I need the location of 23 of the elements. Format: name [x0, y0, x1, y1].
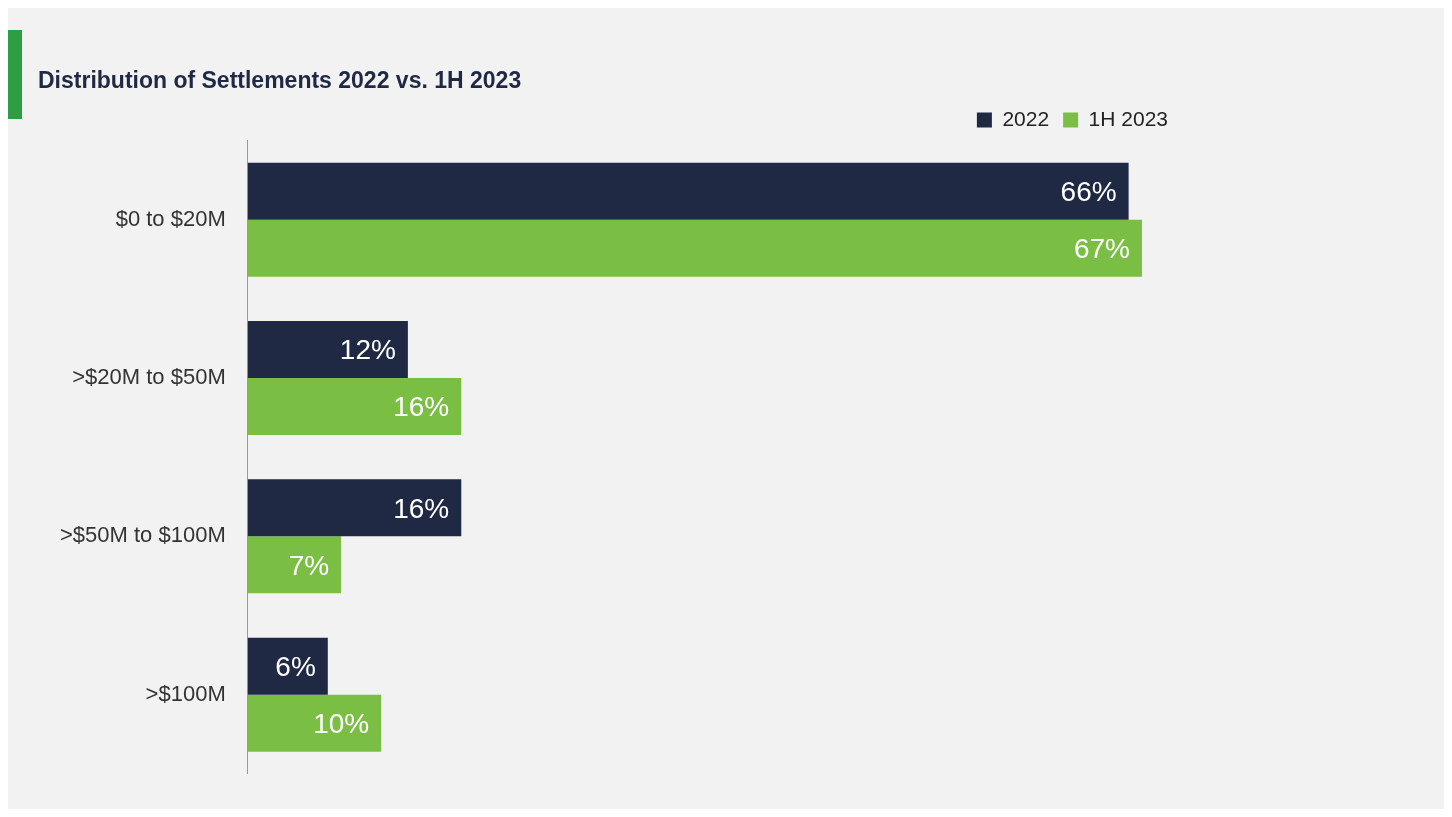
data-label: 10% [313, 707, 370, 739]
bar [247, 162, 1129, 220]
legend-label: 2022 [1002, 106, 1050, 130]
y-tick-label: >$50M to $100M [59, 522, 226, 548]
bar [247, 694, 382, 752]
bar [247, 321, 408, 379]
data-label: 16% [393, 492, 450, 524]
bar [247, 219, 1142, 277]
data-label: 16% [393, 391, 450, 423]
bar [247, 637, 328, 695]
data-label: 6% [275, 650, 316, 682]
y-tick-label: $0 to $20M [115, 205, 226, 231]
data-label: 7% [288, 549, 330, 581]
data-label: 66% [1060, 175, 1117, 207]
legend-label: 1H 2023 [1088, 106, 1169, 130]
bar [247, 536, 342, 594]
bar [247, 378, 462, 436]
chart-title: Distribution of Settlements 2022 vs. 1H 2023 [38, 67, 522, 94]
data-label: 12% [339, 334, 396, 366]
y-tick-label: >$20M to $50M [72, 364, 226, 390]
bar [247, 479, 462, 537]
y-tick-label: >$100M [145, 680, 226, 706]
data-label: 67% [1073, 232, 1130, 264]
